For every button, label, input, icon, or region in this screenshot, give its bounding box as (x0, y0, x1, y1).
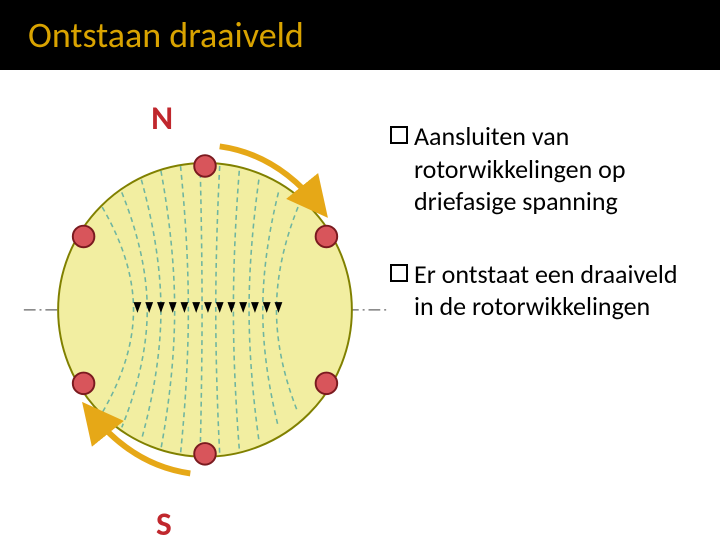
bullet-text: Aansluiten van rotorwikkelingen op drief… (414, 120, 690, 218)
content-area: N S Aansluiten van rotorwikkelingen op d… (0, 70, 720, 540)
pole-label-n: N (151, 97, 173, 138)
diagram-area: N S (0, 70, 390, 540)
bullet-square-icon (390, 264, 408, 282)
title-bar: Ontstaan draaiveld (0, 0, 720, 70)
bullet-text: Er ontstaat een draaiveld in de rotorwik… (414, 258, 690, 323)
bullet-item: Aansluiten van rotorwikkelingen op drief… (390, 120, 690, 218)
bullet-item: Er ontstaat een draaiveld in de rotorwik… (390, 258, 690, 323)
pole-label-s: S (156, 503, 172, 540)
slide-title: Ontstaan draaiveld (28, 13, 304, 57)
rotating-field-diagram: N S (20, 70, 390, 540)
bullet-square-icon (390, 126, 408, 144)
text-area: Aansluiten van rotorwikkelingen op drief… (390, 70, 720, 540)
